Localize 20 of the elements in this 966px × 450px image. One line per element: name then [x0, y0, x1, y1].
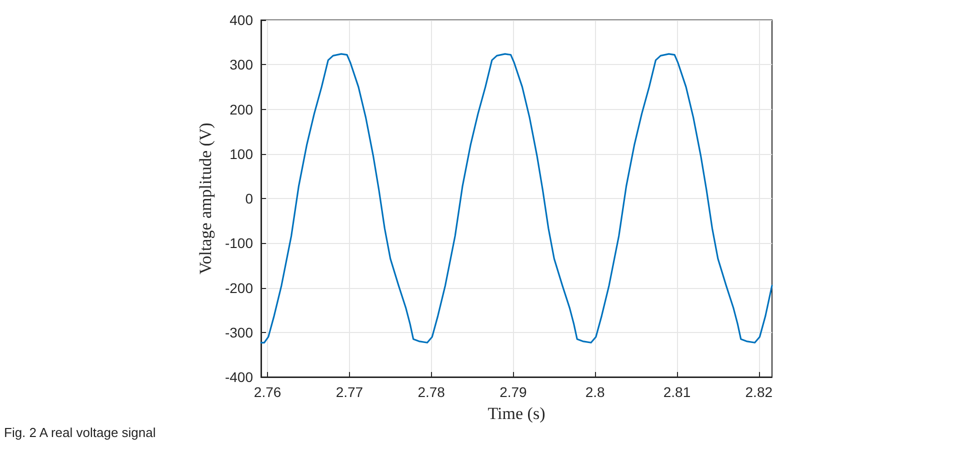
line-series: [260, 53, 773, 344]
x-tick-label: 2.76: [254, 384, 282, 400]
y-axis-title: Voltage amplitude (V): [196, 122, 216, 274]
x-tick-label: 2.81: [663, 384, 691, 400]
y-tick-label: -400: [224, 369, 254, 385]
x-axis-title: Time (s): [488, 404, 546, 423]
x-tick-label: 2.78: [418, 384, 446, 400]
y-tick-label: 200: [230, 101, 254, 118]
x-tick-label: 2.8: [585, 384, 606, 400]
x-tick-label: 2.77: [336, 384, 364, 400]
x-tick-label: 2.79: [500, 384, 528, 400]
y-tick-label: -300: [224, 324, 254, 340]
y-tick-label: 300: [230, 56, 254, 73]
y-tick-label: 400: [230, 12, 254, 28]
y-tick-label: -100: [224, 235, 254, 252]
y-tick-label: 100: [230, 146, 254, 162]
x-tick-label: 2.82: [745, 384, 773, 400]
caption: Fig. 2 A real voltage signal: [4, 425, 156, 440]
y-tick-label: -200: [224, 280, 254, 296]
y-tick-label: 0: [245, 190, 254, 206]
